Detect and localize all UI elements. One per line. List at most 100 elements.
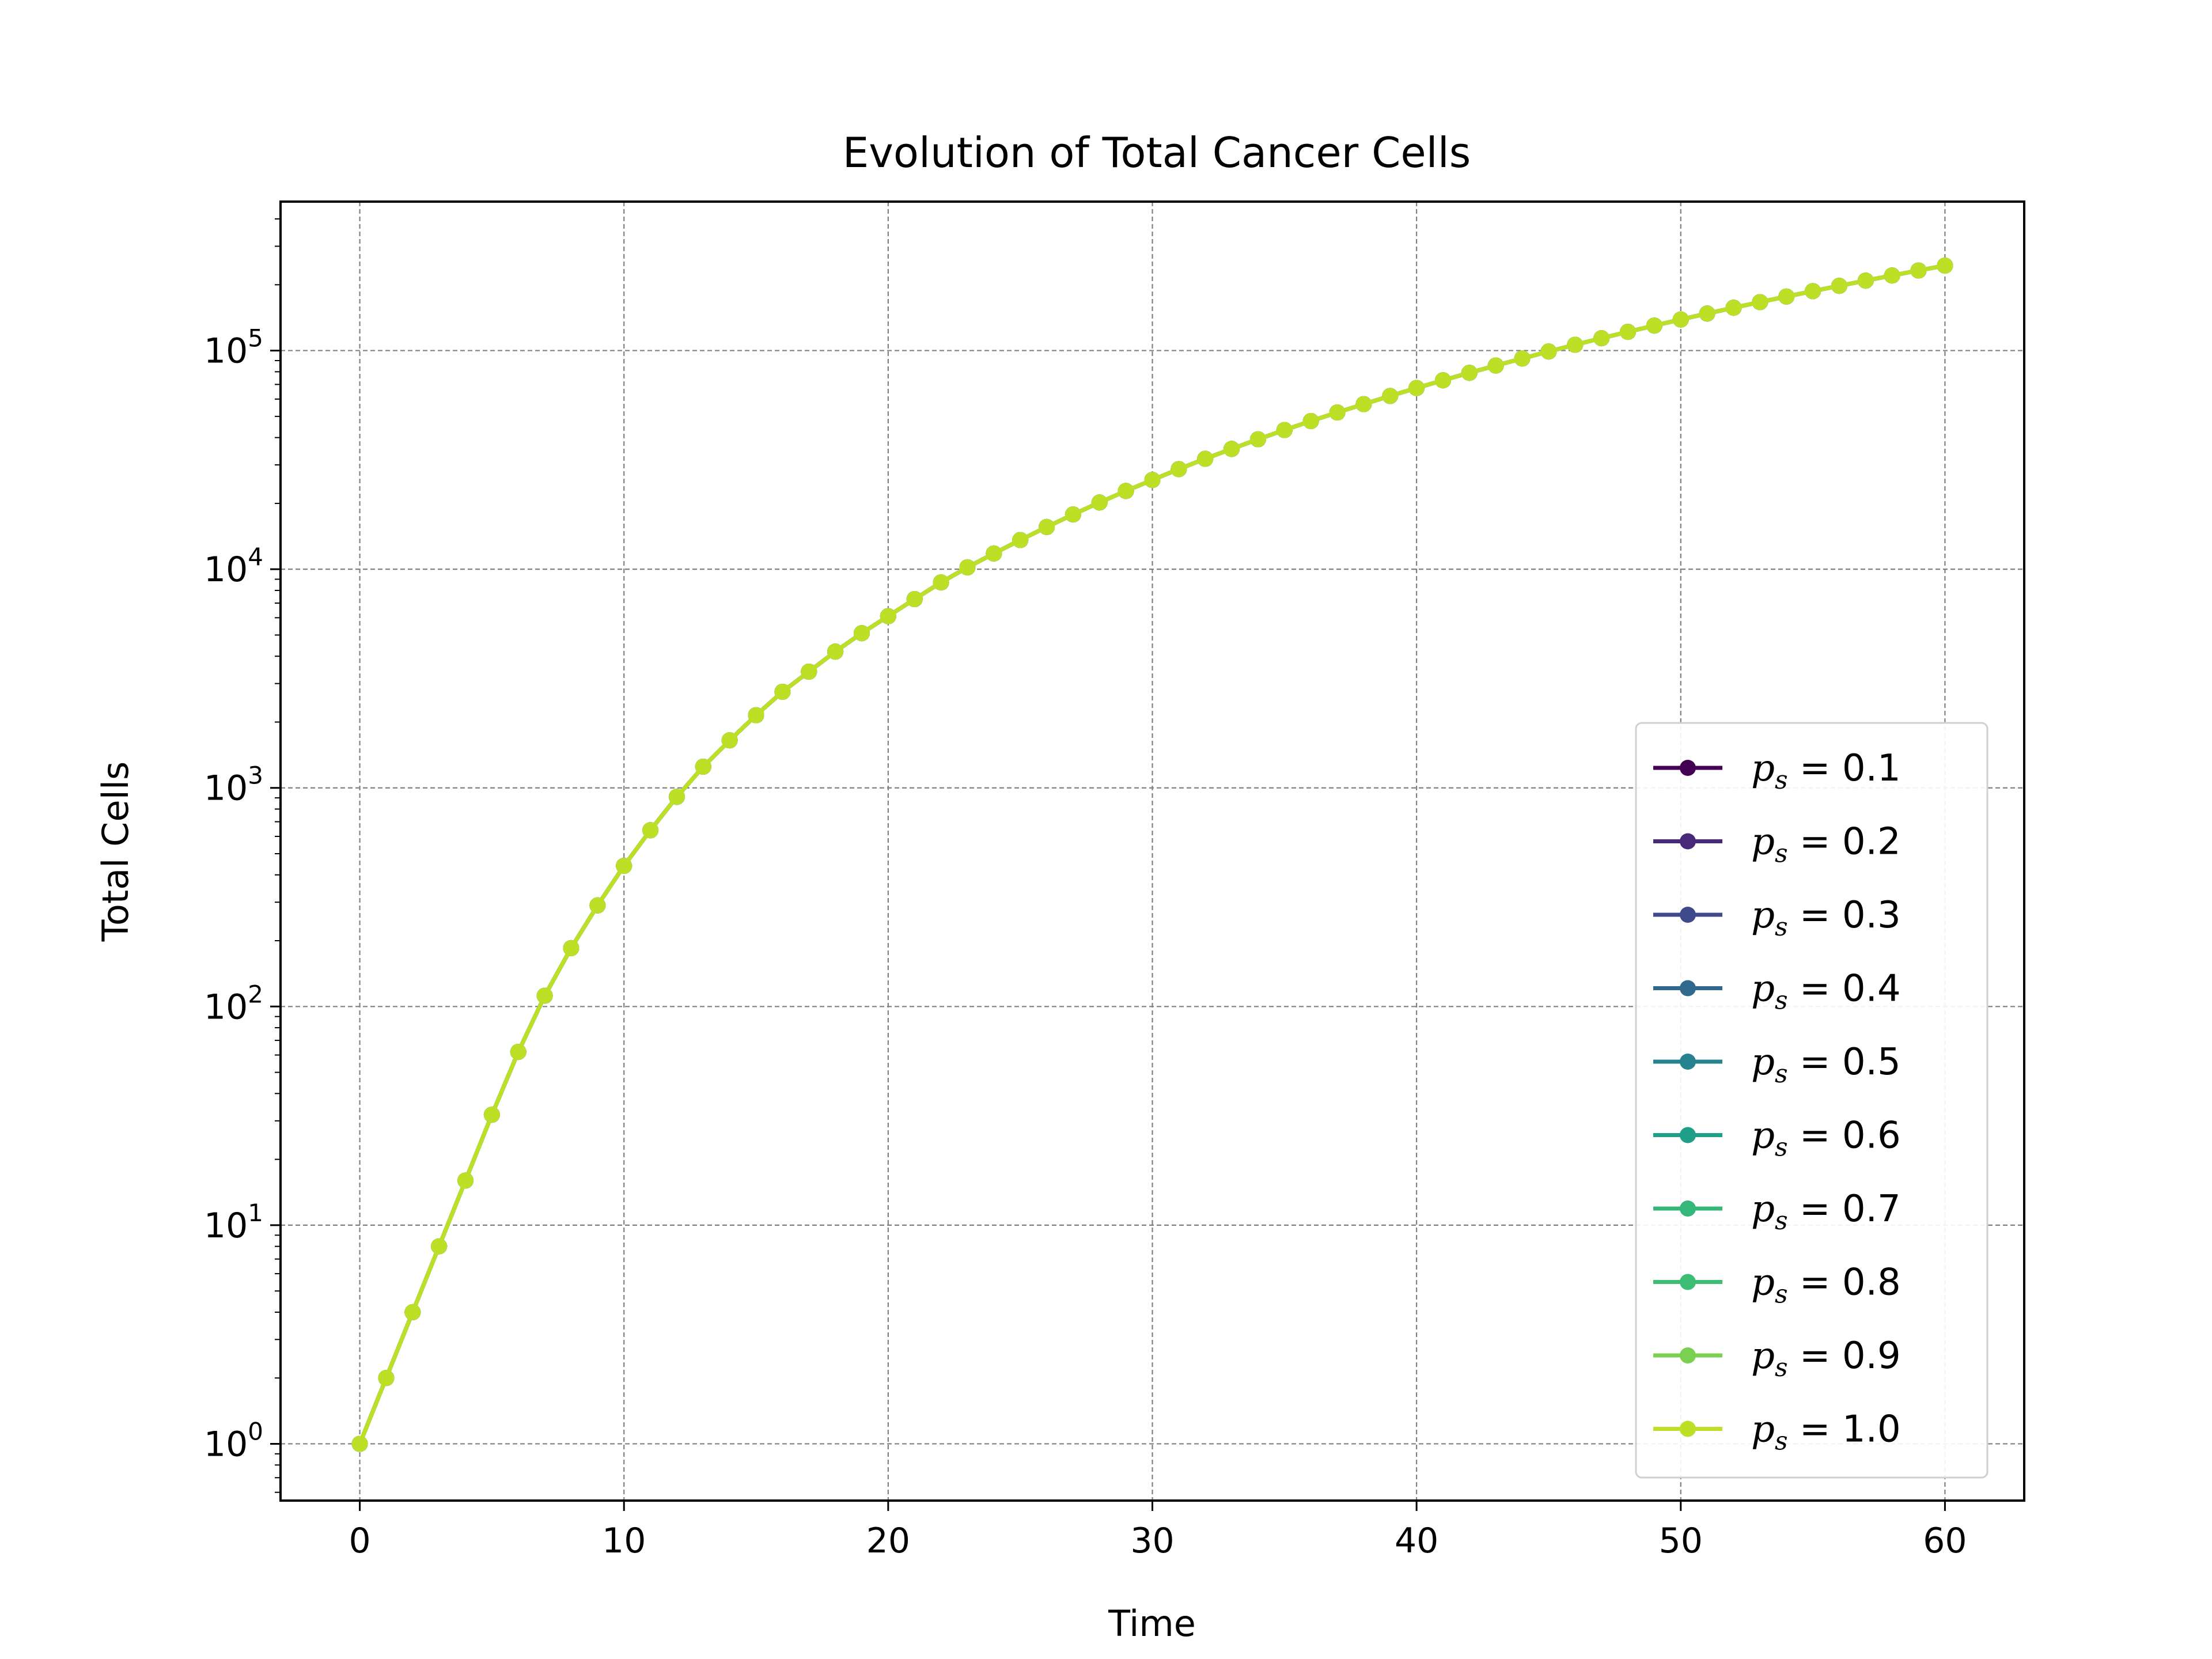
series-point (1646, 317, 1662, 334)
legend-item: ps = 0.8 (1653, 1262, 1901, 1309)
legend-label: ps = 0.6 (1751, 1115, 1901, 1162)
series-point (668, 789, 685, 805)
series-point (774, 683, 791, 700)
legend-label: ps = 0.5 (1751, 1041, 1901, 1089)
series-point (642, 822, 659, 839)
series-point (1593, 330, 1610, 347)
y-tick-label: 100 (204, 1417, 263, 1464)
legend-marker (1680, 1054, 1696, 1070)
x-tick-label: 40 (1395, 1521, 1438, 1561)
series-point (1408, 380, 1425, 396)
series-point (1461, 365, 1478, 381)
x-tick-label: 10 (602, 1521, 646, 1561)
chart-title: Evolution of Total Cancer Cells (843, 128, 1471, 177)
legend-label: ps = 0.3 (1751, 894, 1901, 942)
axis-ticks: 0 10 20 30 40 50 60 100 101 102 103 104 105 (204, 218, 1967, 1561)
legend-item: ps = 0.1 (1653, 747, 1901, 795)
series-point (1699, 305, 1715, 322)
legend-marker (1680, 980, 1696, 997)
series-point (1725, 300, 1742, 316)
series-point (1224, 441, 1240, 457)
series-point (536, 987, 553, 1004)
series-point (616, 858, 632, 874)
legend-item: ps = 0.2 (1653, 821, 1901, 869)
legend-marker (1680, 907, 1696, 923)
y-tick-label: 105 (204, 324, 263, 372)
series-point (1118, 483, 1134, 499)
legend-label: ps = 0.9 (1751, 1335, 1901, 1382)
series-point (1831, 278, 1847, 294)
series-point (801, 663, 817, 680)
series-point (827, 643, 844, 660)
series-point (457, 1172, 474, 1189)
series-point (1778, 288, 1795, 305)
series-point (1857, 272, 1874, 289)
legend-label: ps = 0.2 (1751, 821, 1901, 869)
legend-box (1635, 722, 1988, 1479)
legend-marker (1680, 833, 1696, 850)
series-point (880, 608, 896, 624)
series-point (1910, 262, 1927, 279)
legend-label: ps = 0.1 (1751, 747, 1901, 795)
x-axis-label: Time (1108, 1603, 1196, 1645)
series-point (1540, 343, 1557, 360)
series-point (1672, 311, 1689, 328)
series-point (1197, 450, 1214, 467)
x-tick-label: 20 (866, 1521, 910, 1561)
legend-label: ps = 0.7 (1751, 1188, 1901, 1236)
legend-item: ps = 0.9 (1653, 1335, 1901, 1382)
series-point (959, 559, 976, 575)
legend-item: ps = 0.7 (1653, 1188, 1901, 1236)
series-point (510, 1044, 527, 1060)
legend-marker (1680, 1127, 1696, 1143)
series-point (721, 732, 738, 749)
series-point (933, 574, 949, 591)
series-point (431, 1238, 448, 1255)
series-point (1276, 422, 1293, 438)
series-group (351, 257, 1953, 1452)
series-point (906, 591, 923, 608)
y-axis-label: Total Cells (94, 762, 137, 942)
series-point (1805, 283, 1821, 300)
legend-item: ps = 0.4 (1653, 968, 1901, 1016)
legend-label: ps = 1.0 (1751, 1408, 1901, 1456)
series-point (1567, 336, 1584, 353)
legend-item: ps = 1.0 (1653, 1408, 1901, 1456)
series-point (986, 545, 1002, 562)
series-point (483, 1107, 500, 1123)
x-tick-label: 50 (1659, 1521, 1703, 1561)
series-point (1144, 472, 1161, 488)
series-point (1249, 431, 1266, 448)
series-point (1065, 506, 1081, 523)
series-point (563, 940, 579, 956)
series-point (1039, 518, 1055, 535)
series-point (1487, 357, 1504, 374)
y-tick-label: 101 (204, 1199, 263, 1246)
series-point (1620, 324, 1637, 340)
legend-item: ps = 0.5 (1653, 1041, 1901, 1089)
legend-marker (1680, 760, 1696, 776)
series-point (351, 1435, 368, 1452)
series-point (1514, 350, 1531, 367)
series-point (1435, 372, 1451, 389)
series-point (404, 1304, 421, 1320)
series-point (854, 625, 870, 642)
series-point (1171, 461, 1187, 478)
series-point (1329, 404, 1346, 421)
x-tick-label: 0 (349, 1521, 370, 1561)
series-point (589, 897, 606, 914)
y-tick-label: 103 (204, 762, 263, 809)
series-point (1884, 267, 1900, 284)
series-point (1012, 532, 1029, 548)
series-point (695, 758, 711, 775)
legend-item: ps = 0.6 (1653, 1115, 1901, 1162)
series-point (1937, 257, 1953, 274)
series-point (1382, 388, 1399, 404)
legend-marker (1680, 1421, 1696, 1437)
series-point (1302, 412, 1319, 429)
legend-marker (1680, 1274, 1696, 1290)
series-point (1752, 294, 1768, 310)
series-point (1091, 494, 1108, 511)
x-tick-label: 30 (1130, 1521, 1174, 1561)
